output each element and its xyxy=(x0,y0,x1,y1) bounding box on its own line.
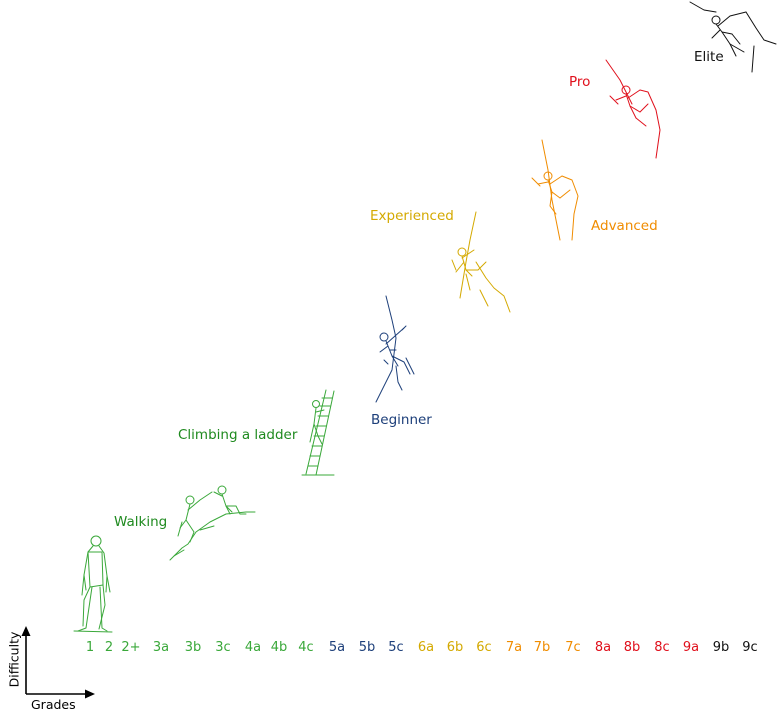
grade-label: 2 xyxy=(104,640,114,655)
grade-label: 7c xyxy=(565,640,581,655)
grade-label: 4b xyxy=(270,640,288,655)
grade-label: 6c xyxy=(476,640,492,655)
level-label-experienced: Experienced xyxy=(370,208,454,224)
grade-label: 6a xyxy=(417,640,435,655)
grade-label: 4c xyxy=(298,640,314,655)
level-label-beginner: Beginner xyxy=(371,412,432,428)
grade-label: 2+ xyxy=(121,640,141,655)
grade-label: 7a xyxy=(505,640,523,655)
advanced-climber-figure xyxy=(531,139,579,241)
ladder-climber-figure xyxy=(301,389,335,476)
grade-label: 5b xyxy=(358,640,376,655)
hiking-climbers-figure xyxy=(169,485,256,561)
level-label-walking: Walking xyxy=(114,514,168,530)
level-label-advanced: Advanced xyxy=(591,218,658,234)
grade-label: 8a xyxy=(594,640,612,655)
grade-label: 7b xyxy=(533,640,551,655)
walking-man-figure xyxy=(73,535,113,633)
x-axis-arrow-icon xyxy=(85,689,95,699)
grade-label: 3a xyxy=(152,640,170,655)
y-axis-arrow-icon xyxy=(21,626,31,636)
pro-climber-figure xyxy=(605,59,661,159)
level-label-ladder: Climbing a ladder xyxy=(178,427,298,443)
grade-label: 5a xyxy=(328,640,346,655)
y-axis-label: Difficulty xyxy=(6,631,22,688)
grade-label: 9c xyxy=(742,640,758,655)
grade-label: 8c xyxy=(654,640,670,655)
grade-label: 4a xyxy=(244,640,262,655)
elite-climber-figure xyxy=(689,1,777,73)
grade-label: 1 xyxy=(85,640,95,655)
grade-label: 3c xyxy=(215,640,231,655)
level-label-pro: Pro xyxy=(569,74,591,90)
grade-label: 9a xyxy=(682,640,700,655)
experienced-climber-figure xyxy=(451,211,511,313)
axes xyxy=(21,626,95,699)
grade-label: 3b xyxy=(184,640,202,655)
grade-scale: 1 2 2+ 3a 3b 3c 4a 4b 4c 5a 5b 5c 6a 6b 6c 7a 7b 7c 8a 8b 8c… xyxy=(82,640,772,660)
grade-label: 9b xyxy=(712,640,730,655)
grade-label: 6b xyxy=(446,640,464,655)
x-axis-label: Grades xyxy=(31,697,76,712)
grade-label: 8b xyxy=(623,640,641,655)
beginner-climber-figure xyxy=(375,295,415,403)
level-label-elite: Elite xyxy=(694,49,724,65)
grade-label: 5c xyxy=(388,640,404,655)
